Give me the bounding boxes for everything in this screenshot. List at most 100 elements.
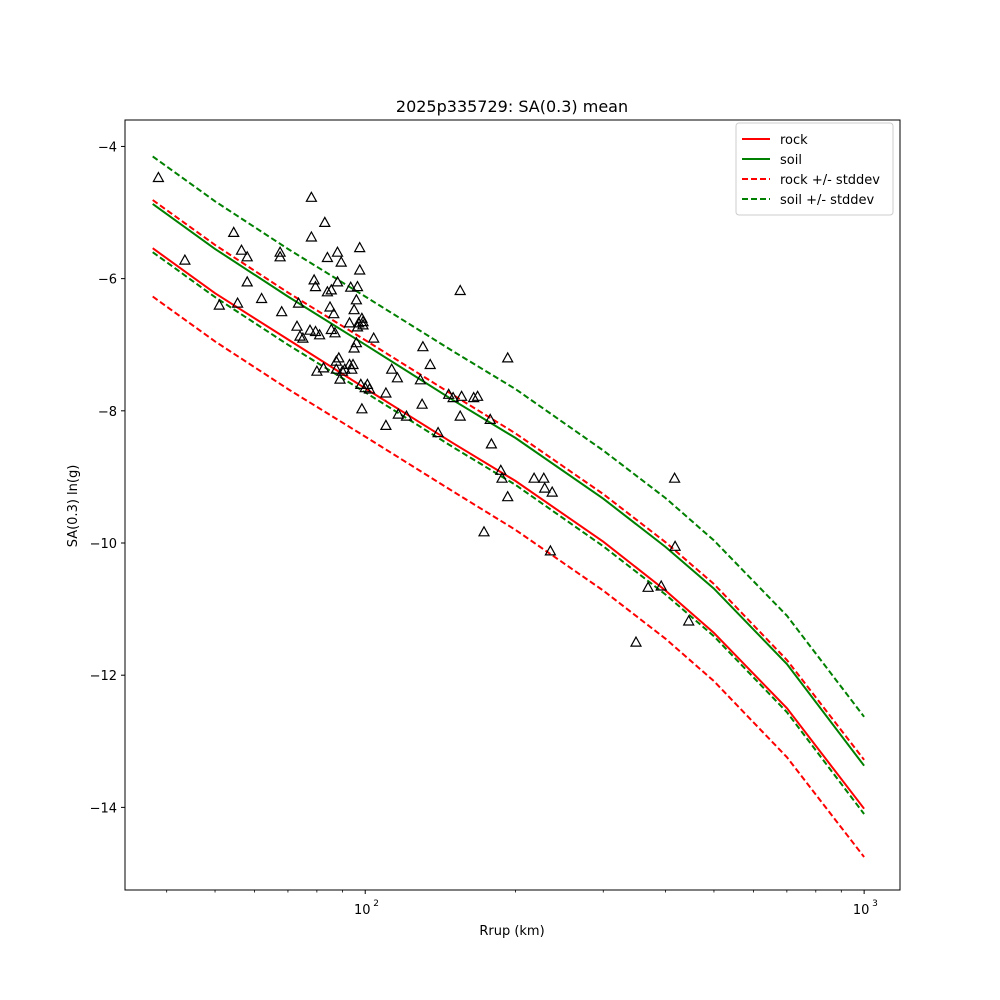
observation-marker (495, 471, 509, 483)
observation-marker (305, 191, 318, 202)
observation-marker (333, 372, 347, 384)
series-group (152, 155, 865, 858)
observation-marker (501, 490, 514, 502)
observation-marker (414, 373, 427, 385)
observation-marker (391, 371, 404, 383)
observation-marker (274, 250, 287, 262)
observation-marker (353, 241, 366, 253)
series-line-soil-stddev-4 (152, 155, 865, 718)
legend: rock soil rock +/- stddev soil +/- stddev (735, 122, 894, 216)
x-axis-label: Rrup (km) (479, 924, 544, 939)
observation-marker (331, 245, 344, 257)
observation-marker (454, 284, 467, 296)
observation-marker (318, 216, 331, 227)
observation-marker (379, 386, 392, 398)
observation-marker (471, 390, 484, 401)
x-tick-label: 10 (354, 903, 371, 918)
y-tick-label: −14 (90, 801, 117, 816)
plot-area (152, 155, 865, 858)
legend-label: soil +/- stddev (780, 193, 875, 208)
observation-marker (296, 331, 309, 343)
observation-marker (350, 293, 363, 305)
x-tick-exponent: 3 (872, 899, 878, 909)
series-line-rock-stddev-2 (152, 199, 865, 761)
observation-marker (642, 581, 655, 592)
y-tick-label: −8 (98, 405, 117, 420)
y-tick-label: −12 (90, 669, 117, 684)
observation-marker (321, 251, 334, 263)
series-line-soil-1 (152, 203, 865, 767)
observation-marker (317, 361, 330, 373)
legend-label: soil (780, 153, 802, 168)
observation-marker (351, 280, 364, 292)
observation-marker (485, 437, 498, 449)
series-line-rock-0 (152, 247, 865, 810)
y-tick-label: −4 (98, 140, 117, 155)
y-tick-label: −6 (98, 273, 117, 288)
observation-marker (400, 409, 413, 421)
observation-marker (629, 635, 643, 647)
x-tick-exponent: 2 (373, 899, 379, 909)
chart-title: 2025p335729: SA(0.3) mean (396, 97, 628, 116)
observation-marker (354, 378, 367, 389)
observation-marker (332, 351, 345, 363)
observation-marker (348, 341, 361, 353)
observation-marker (447, 391, 460, 403)
observation-marker (416, 340, 429, 352)
observation-marker (682, 614, 695, 626)
observation-marker (416, 397, 429, 409)
observation-marker (255, 292, 268, 304)
observation-marker (356, 318, 370, 330)
series-line-soil-stddev-5 (152, 251, 865, 815)
observation-marker (455, 390, 468, 401)
observation-marker (275, 305, 288, 317)
observation-marker (484, 413, 497, 424)
observation-marker (290, 319, 304, 331)
observation-marker (392, 407, 405, 419)
observation-marker (432, 426, 445, 438)
observation-marker (328, 326, 342, 338)
observation-marker (241, 275, 254, 287)
observation-marker (344, 280, 357, 292)
observation-marker (327, 307, 340, 319)
observation-marker (292, 296, 305, 308)
observation-marker (305, 230, 318, 242)
observation-marker (241, 250, 254, 262)
observation-marker (178, 253, 191, 265)
observation-marker (227, 226, 240, 237)
observation-marker (442, 388, 455, 399)
observation-marker (537, 471, 550, 483)
observation-marker (655, 579, 668, 591)
observation-marker (424, 358, 437, 370)
observation-marker (274, 245, 287, 257)
observations-group (152, 171, 695, 647)
observation-marker (293, 329, 307, 341)
series-line-rock-stddev-3 (152, 295, 865, 858)
observation-marker (346, 358, 360, 370)
observation-marker (350, 336, 363, 348)
observation-marker (309, 325, 322, 337)
observation-marker (309, 280, 322, 292)
observation-marker (330, 362, 343, 374)
observation-marker (235, 243, 248, 255)
observation-marker (303, 323, 317, 335)
observation-marker (363, 382, 376, 394)
observation-marker (544, 544, 557, 556)
y-tick-label: −10 (90, 537, 117, 552)
observation-marker (325, 283, 338, 295)
legend-label: rock (780, 133, 808, 148)
observation-marker (321, 285, 334, 297)
legend-box (735, 122, 894, 216)
observation-marker (231, 296, 244, 308)
x-tick-label: 10 (853, 903, 870, 918)
observation-marker (669, 540, 682, 551)
observation-marker (668, 471, 681, 483)
observation-marker (501, 351, 514, 363)
observation-marker (546, 485, 559, 497)
observation-marker (379, 419, 392, 430)
observation-marker (385, 362, 398, 374)
observation-marker (355, 402, 368, 414)
legend-label: rock +/- stddev (780, 173, 880, 188)
